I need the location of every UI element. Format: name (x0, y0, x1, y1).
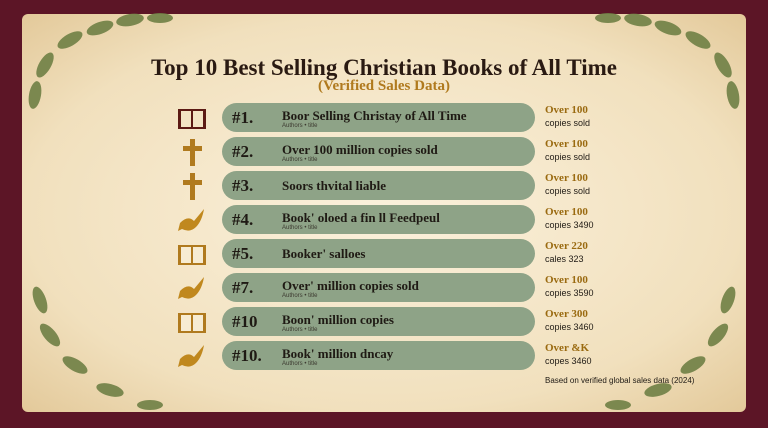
rank: #10 (232, 312, 258, 331)
rank: #2. (232, 142, 254, 161)
book-author: Authors • title (282, 123, 318, 129)
rank: #7. (232, 278, 254, 297)
book-title: Soors thvital liable (282, 178, 387, 193)
book-author: Authors • title (282, 293, 318, 299)
rank: #10. (232, 346, 262, 365)
sales-figure: Over 100 (545, 274, 588, 286)
book-row: #10. Book' million dncay Authors • title (222, 341, 535, 370)
book-title: Boon' million copies (282, 312, 394, 327)
sales-detail: copies sold (545, 118, 591, 128)
book-row: #4. Book' oloed a fin ll Feedpeul Authors … (222, 205, 535, 234)
book-title: Over' million copies sold (282, 278, 419, 293)
sales-detail: copies sold (545, 152, 591, 162)
book-row: #2. Over 100 million copies sold Authors •… (222, 137, 535, 166)
rank: #5. (232, 244, 254, 263)
icon (178, 245, 206, 265)
book-author: Authors • title (282, 225, 318, 231)
book-row: #5. Booker' salloes (222, 239, 535, 268)
book-row: #10 Boon' million copies Authors • title (222, 307, 535, 336)
sales-figure: Over 300 (545, 308, 588, 320)
sales-figure: Over 100 (545, 104, 588, 116)
sales-detail: copies 3460 (545, 322, 594, 332)
sales-detail: copes 3460 (545, 356, 592, 366)
book-author: Authors • title (282, 361, 318, 367)
book-title: Book' million dncay (282, 346, 394, 361)
book-title: Book' oloed a fin ll Feedpeul (282, 210, 440, 225)
icon (178, 277, 204, 299)
sales-figure: Over 100 (545, 172, 588, 184)
sales-detail: cales 323 (545, 254, 584, 264)
icon (183, 139, 202, 166)
rank: #1. (232, 108, 254, 127)
sales-detail: copies 3490 (545, 220, 594, 230)
icon (178, 345, 204, 367)
rank: #3. (232, 176, 254, 195)
footnote: Based on verified global sales data (202… (545, 376, 695, 385)
sales-detail: copies 3590 (545, 288, 594, 298)
book-row: #3. Soors thvital liable (222, 171, 535, 200)
rank: #4. (232, 210, 254, 229)
book-title: Boor Selling Christay of All Time (282, 108, 467, 123)
icon (178, 109, 206, 129)
book-row: #1. Boor Selling Christay of All Time Auth… (222, 103, 535, 132)
sales-detail: copies sold (545, 186, 591, 196)
sales-figure: Over 100 (545, 206, 588, 218)
icon (183, 173, 202, 200)
icon (178, 313, 206, 333)
sales-figure: Over 100 (545, 138, 588, 150)
sales-figure: Over 220 (545, 240, 588, 252)
book-author: Authors • title (282, 327, 318, 333)
icon (178, 209, 204, 231)
book-title: Booker' salloes (282, 246, 366, 261)
subtitle: (Verified Sales Data) (318, 78, 450, 94)
sales-figure: Over &K (545, 342, 590, 354)
book-author: Authors • title (282, 157, 318, 163)
title: Top 10 Best Selling Christian Books of A… (150, 55, 618, 80)
book-row: #7. Over' million copies sold Authors • ti… (222, 273, 535, 302)
book-title: Over 100 million copies sold (282, 142, 438, 157)
